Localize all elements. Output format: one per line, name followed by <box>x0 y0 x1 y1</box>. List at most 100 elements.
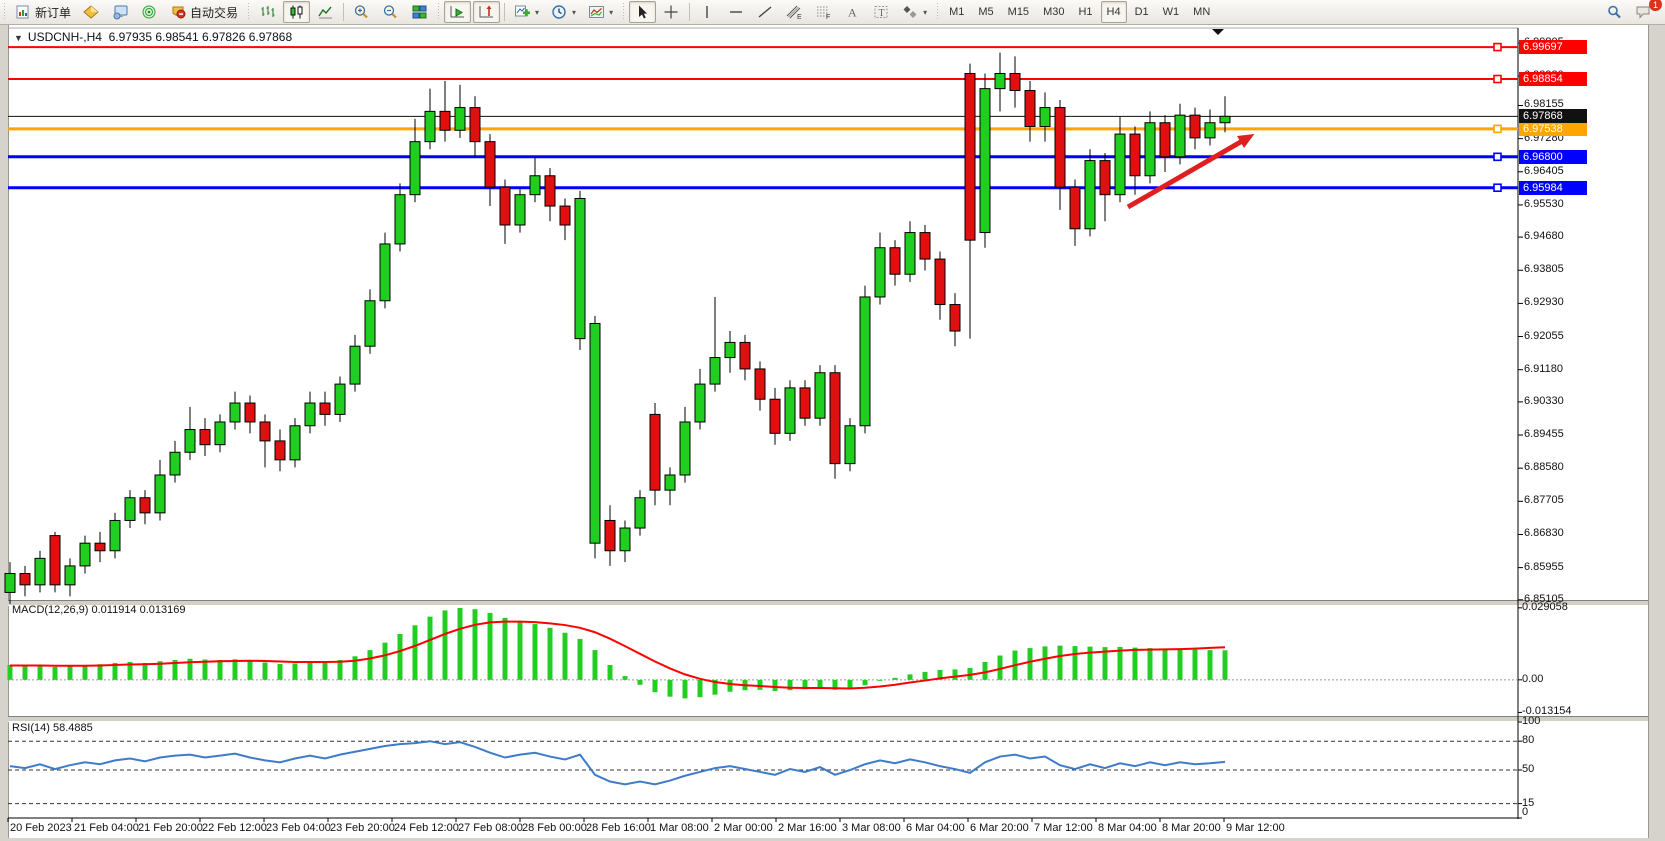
zoom-in-button[interactable] <box>348 1 375 23</box>
bar-chart-button[interactable] <box>254 1 281 23</box>
price-axis-tick-16[interactable]: 6.85955 <box>1524 560 1564 573</box>
chart-window[interactable] <box>8 25 1648 838</box>
vertical-line-tool-button[interactable] <box>694 1 721 23</box>
line-handle-6.98854[interactable] <box>1493 74 1502 84</box>
candlestick-chart-button[interactable] <box>283 1 311 23</box>
timeframe-H4-button[interactable]: H4 <box>1100 1 1127 23</box>
price-axis-tick-5[interactable]: 6.95530 <box>1524 197 1564 210</box>
macd-bar-20 <box>307 662 313 680</box>
rsi-axis-tick-4[interactable]: 0 <box>1522 806 1529 818</box>
candle-47 <box>709 357 721 385</box>
price-axis-tick-13[interactable]: 6.88580 <box>1524 461 1564 474</box>
time-axis-label-18[interactable]: 8 Mar 20:00 <box>1162 822 1221 834</box>
price-axis-tick-7[interactable]: 6.93805 <box>1524 263 1564 276</box>
new-order-button[interactable]: 新订单 <box>10 1 76 23</box>
price-axis-tick-12[interactable]: 6.89455 <box>1524 428 1564 441</box>
rsi-label: RSI(14) 58.4885 <box>12 722 93 734</box>
price-axis-tick-9[interactable]: 6.92055 <box>1524 329 1564 342</box>
annotation-arrow-head[interactable] <box>1237 133 1255 149</box>
timeframe-MN-button[interactable]: MN <box>1193 6 1211 18</box>
price-axis-tick-6[interactable]: 6.94680 <box>1524 230 1564 243</box>
search-button[interactable] <box>1601 1 1628 23</box>
signals-button[interactable] <box>136 1 163 23</box>
arrows-tool-button[interactable]: ▾ <box>897 1 932 23</box>
timeframe-D1-button[interactable]: D1 <box>1134 6 1149 18</box>
time-axis-label-17[interactable]: 8 Mar 04:00 <box>1098 822 1157 834</box>
price-axis-tick-4[interactable]: 6.96405 <box>1524 164 1564 177</box>
notifications-button[interactable]: 1 <box>1630 0 1662 23</box>
price-axis-tick-11[interactable]: 6.90330 <box>1524 394 1564 407</box>
timeframe-M30-button[interactable]: M30 <box>1043 6 1065 18</box>
time-axis-label-12[interactable]: 2 Mar 16:00 <box>778 822 837 834</box>
market-watch-button[interactable] <box>78 1 105 23</box>
add-indicator-icon <box>514 4 531 20</box>
auto-scroll-button[interactable] <box>444 1 472 23</box>
rsi-axis-tick-3[interactable]: 15 <box>1522 796 1535 809</box>
price-axis-tick-15[interactable]: 6.86830 <box>1524 527 1564 540</box>
chart-shift-button[interactable] <box>473 1 501 23</box>
macd-axis-tick-1[interactable]: 0.00 <box>1522 672 1544 685</box>
macd-axis-tick-2[interactable]: -0.013154 <box>1522 705 1572 718</box>
crosshair-button[interactable] <box>658 1 685 23</box>
time-axis-label-5[interactable]: 23 Feb 20:00 <box>330 822 395 834</box>
time-axis-label-2[interactable]: 21 Feb 20:00 <box>138 822 203 834</box>
indicators-button[interactable]: ▾ <box>509 1 544 23</box>
time-axis-label-14[interactable]: 6 Mar 04:00 <box>906 822 965 834</box>
rsi-axis-tick-0[interactable]: 100 <box>1522 715 1541 727</box>
price-axis-tick-17[interactable]: 6.85105 <box>1524 592 1564 605</box>
time-axis-label-6[interactable]: 24 Feb 12:00 <box>394 822 459 834</box>
templates-button[interactable]: ▾ <box>583 1 618 23</box>
time-axis-label-19[interactable]: 9 Mar 12:00 <box>1226 822 1285 834</box>
price-axis-tick-10[interactable]: 6.91180 <box>1524 362 1563 375</box>
line-handle-6.97538[interactable] <box>1493 124 1502 134</box>
time-axis-label-16[interactable]: 7 Mar 12:00 <box>1034 822 1093 834</box>
timeframe-M1-button[interactable]: M1 <box>949 6 965 18</box>
macd-bar-36 <box>547 627 553 680</box>
text-label-tool-button[interactable]: T <box>868 1 895 23</box>
time-axis-label-7[interactable]: 27 Feb 08:00 <box>458 822 523 834</box>
line-handle-6.99697[interactable] <box>1493 42 1502 52</box>
line-handle-6.96800[interactable] <box>1493 152 1502 162</box>
annotation-arrow-line[interactable] <box>1126 137 1246 210</box>
terminal-button[interactable] <box>107 1 134 23</box>
price-axis-tick-8[interactable]: 6.92930 <box>1524 296 1564 309</box>
macd-axis-tick-0[interactable]: 0.029058 <box>1522 600 1568 613</box>
time-axis-label-0[interactable]: 20 Feb 2023 <box>10 822 72 834</box>
chart-plot-area[interactable] <box>0 25 1665 841</box>
time-axis-label-4[interactable]: 23 Feb 04:00 <box>266 822 331 834</box>
time-axis-label-11[interactable]: 2 Mar 00:00 <box>714 822 773 834</box>
timeframe-H1-button[interactable]: H1 <box>1078 6 1093 18</box>
time-axis-label-13[interactable]: 3 Mar 08:00 <box>842 822 901 834</box>
timeframe-M15-button[interactable]: M15 <box>1007 6 1030 18</box>
time-axis-label-3[interactable]: 22 Feb 12:00 <box>202 822 267 834</box>
chart-title[interactable]: ▼ USDCNH-,H4 6.97935 6.98541 6.97826 6.97… <box>14 30 292 44</box>
fibonacci-tool-button[interactable]: F <box>810 1 837 23</box>
rsi-axis-tick-1[interactable]: 80 <box>1522 734 1535 747</box>
tile-windows-button[interactable] <box>406 1 433 23</box>
time-axis-label-1[interactable]: 21 Feb 04:00 <box>74 822 139 834</box>
candle-46 <box>694 383 706 423</box>
periods-button[interactable]: ▾ <box>546 1 581 23</box>
time-axis-label-10[interactable]: 1 Mar 08:00 <box>650 822 709 834</box>
auto-trading-button[interactable]: 自动交易 <box>165 1 243 23</box>
time-axis-label-8[interactable]: 28 Feb 00:00 <box>522 822 587 834</box>
text-tool-button[interactable]: A <box>839 1 866 23</box>
chevron-down-icon[interactable]: ▼ <box>14 33 23 43</box>
price-axis-tick-14[interactable]: 6.87705 <box>1524 494 1564 507</box>
channel-tool-button[interactable]: E <box>781 1 808 23</box>
template-icon <box>588 4 605 20</box>
line-handle-6.95984[interactable] <box>1493 183 1502 193</box>
time-axis-label-15[interactable]: 6 Mar 20:00 <box>970 822 1029 834</box>
time-axis-label-9[interactable]: 28 Feb 16:00 <box>586 822 651 834</box>
horizontal-line-tool-button[interactable] <box>723 1 750 23</box>
candle-12 <box>184 429 196 453</box>
cursor-button[interactable] <box>629 1 657 23</box>
line-chart-button[interactable] <box>312 1 339 23</box>
price-axis-tick-2[interactable]: 6.98155 <box>1524 98 1564 111</box>
chart-shift-marker[interactable] <box>1212 29 1224 35</box>
timeframe-M5-button[interactable]: M5 <box>978 6 994 18</box>
rsi-axis-tick-2[interactable]: 50 <box>1522 763 1535 775</box>
timeframe-W1-button[interactable]: W1 <box>1162 6 1180 18</box>
trendline-tool-button[interactable] <box>752 1 779 23</box>
zoom-out-button[interactable] <box>377 1 404 23</box>
